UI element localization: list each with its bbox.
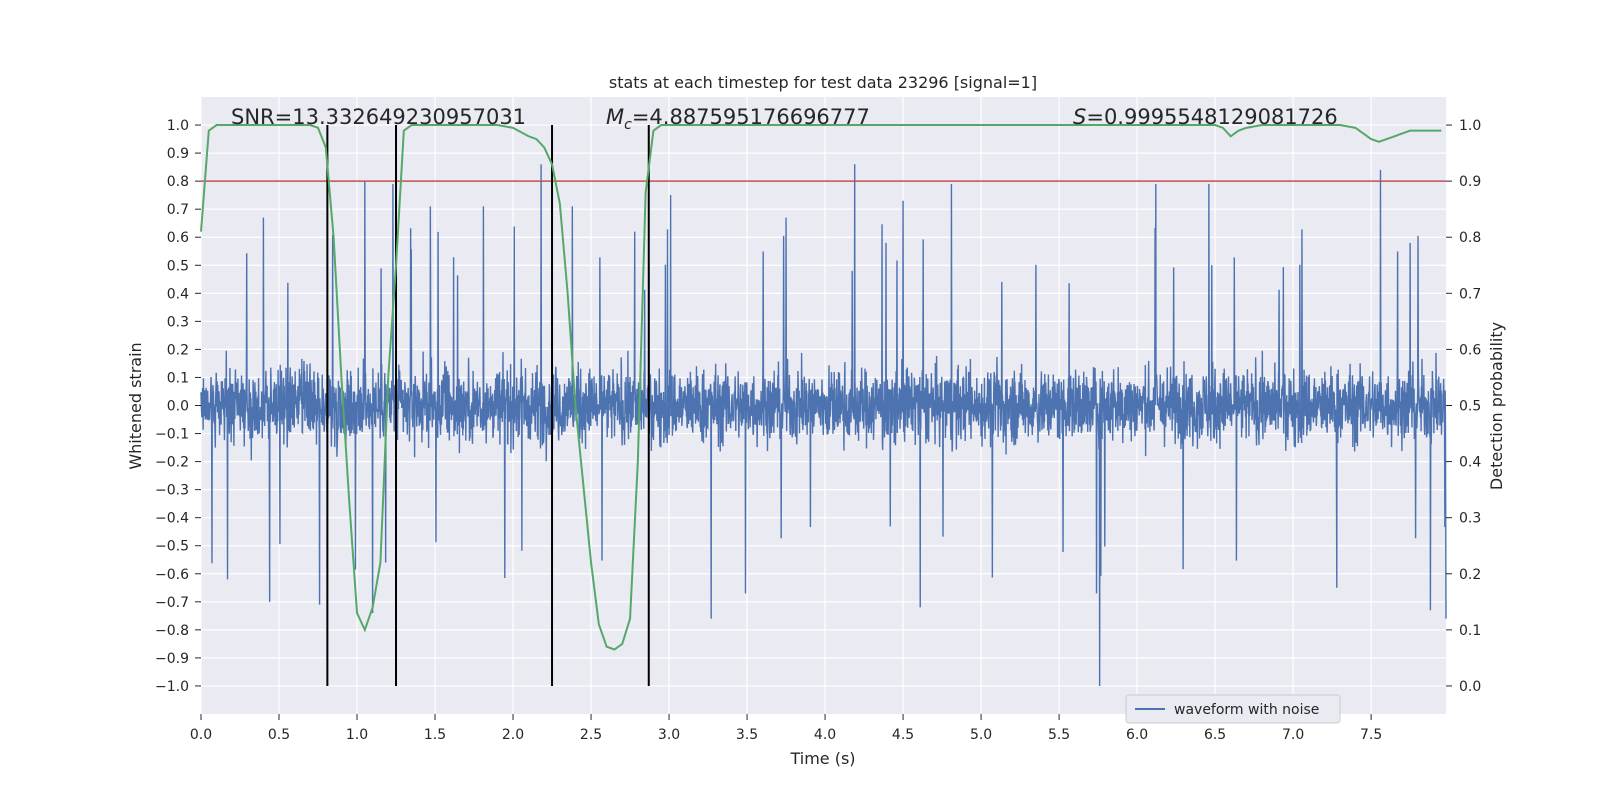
x-tick-label: 6.5	[1204, 727, 1226, 743]
x-tick-label: 2.5	[580, 727, 602, 743]
y-tick-label: −0.4	[155, 511, 189, 527]
y-tick-label: −0.6	[155, 567, 189, 583]
x-tick-label: 6.0	[1126, 727, 1148, 743]
s-value: =0.9995548129081726	[1086, 105, 1337, 129]
y-tick-label: −0.7	[155, 595, 189, 611]
y2-tick-label: 0.4	[1459, 455, 1481, 471]
s-symbol: S	[1073, 105, 1086, 129]
legend: waveform with noise	[1125, 694, 1341, 724]
y-tick-label: 0.8	[167, 174, 189, 190]
x-tick-label: 4.0	[814, 727, 836, 743]
x-axis-label: Time (s)	[789, 749, 855, 768]
waveform-path	[200, 164, 1447, 686]
y2-ticks: 1.0 0.9 0.8 0.7 0.6 0.5 0.4 0.3 0.2 0.1 0.0	[1446, 118, 1481, 695]
y-tick-label: 0.0	[167, 399, 189, 415]
waveform-series	[200, 164, 1447, 686]
chart-title: stats at each timestep for test data 232…	[609, 73, 1037, 92]
y-tick-label: 0.5	[167, 258, 189, 274]
y-tick-label: −0.1	[155, 427, 189, 443]
mc-subscript: c	[624, 117, 632, 133]
y2-axis-label: Detection probability	[1487, 322, 1506, 490]
y-tick-label: 0.9	[167, 146, 189, 162]
y2-tick-label: 0.9	[1459, 174, 1481, 190]
y-tick-label: 0.1	[167, 370, 189, 386]
y-tick-label: −0.9	[155, 651, 189, 667]
x-tick-label: 3.5	[736, 727, 758, 743]
mc-symbol: M	[606, 105, 624, 129]
x-tick-label: 7.5	[1360, 727, 1382, 743]
y-tick-label: −0.8	[155, 623, 189, 639]
x-tick-label: 1.0	[346, 727, 368, 743]
x-tick-label: 1.5	[424, 727, 446, 743]
y-tick-label: 0.3	[167, 314, 189, 330]
y2-tick-label: 0.8	[1459, 230, 1481, 246]
x-tick-label: 5.5	[1048, 727, 1070, 743]
y-tick-label: 0.6	[167, 230, 189, 246]
y-tick-label: −0.3	[155, 483, 189, 499]
chirp-mass-annotation: Mc=4.887595176696777	[606, 105, 870, 133]
y-tick-label: 0.4	[167, 286, 189, 302]
x-tick-label: 7.0	[1282, 727, 1304, 743]
y-tick-label: 1.0	[167, 118, 189, 134]
x-tick-label: 4.5	[892, 727, 914, 743]
x-tick-label: 0.0	[190, 727, 212, 743]
y-ticks: 1.0 0.9 0.8 0.7 0.6 0.5 0.4 0.3 0.2 0.1 0.0 −0.1 −0.…	[155, 118, 201, 695]
y2-tick-label: 0.5	[1459, 399, 1481, 415]
vertical-markers	[326, 125, 650, 686]
y-tick-label: 0.2	[167, 342, 189, 358]
mc-value: =4.887595176696777	[632, 105, 870, 129]
y2-tick-label: 0.1	[1459, 623, 1481, 639]
x-tick-label: 0.5	[268, 727, 290, 743]
y-tick-label: 0.7	[167, 202, 189, 218]
x-tick-label: 5.0	[970, 727, 992, 743]
y2-tick-label: 1.0	[1459, 118, 1481, 134]
legend-box	[1125, 694, 1341, 724]
x-tick-label: 3.0	[658, 727, 680, 743]
x-ticks: 0.0 0.5 1.0 1.5 2.0 2.5 3.0 3.5 4.0 4.5 5.0 5.5 6.0 6…	[190, 714, 1382, 743]
x-tick-label: 2.0	[502, 727, 524, 743]
y2-tick-label: 0.2	[1459, 567, 1481, 583]
snr-annotation: SNR=13.332649230957031	[231, 105, 526, 129]
y2-tick-label: 0.6	[1459, 342, 1481, 358]
s-annotation: S=0.9995548129081726	[1073, 105, 1338, 129]
y-tick-label: −0.2	[155, 455, 189, 471]
y-tick-label: −1.0	[155, 679, 189, 695]
legend-entry-waveform: waveform with noise	[1174, 702, 1319, 718]
probability-series	[200, 124, 1442, 651]
y2-tick-label: 0.3	[1459, 511, 1481, 527]
y-tick-label: −0.5	[155, 539, 189, 555]
y-axis-label: Whitened strain	[126, 342, 145, 469]
y2-tick-label: 0.7	[1459, 286, 1481, 302]
y2-tick-label: 0.0	[1459, 679, 1481, 695]
